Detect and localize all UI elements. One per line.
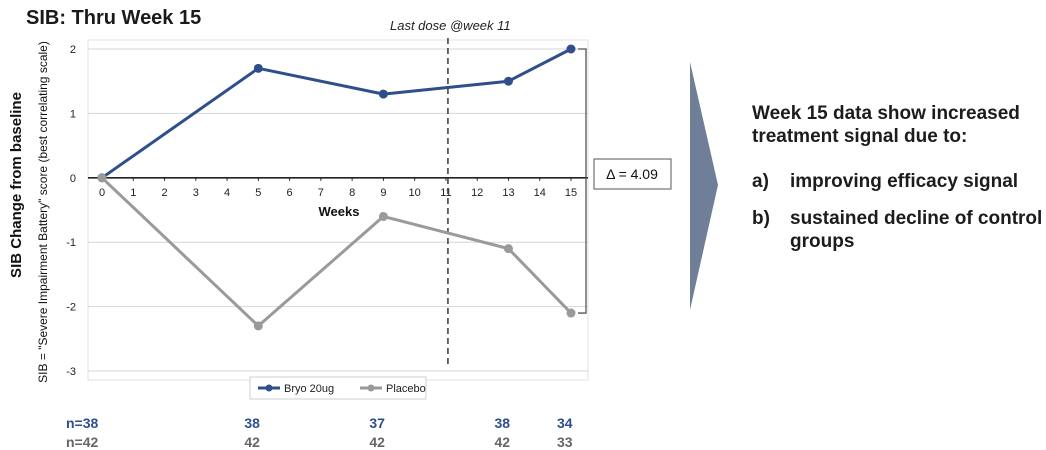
x-tick-label: 4	[224, 187, 230, 199]
data-point	[566, 308, 576, 318]
data-point	[503, 244, 513, 254]
data-point	[378, 89, 388, 99]
y-tick-label: 0	[70, 173, 76, 185]
y-tick-label: -1	[66, 237, 76, 249]
side-item-label: b)	[752, 208, 770, 229]
side-item-a: a) improving efficacy signal	[752, 170, 1046, 193]
x-axis-label: Weeks	[319, 204, 360, 219]
n-count: 42	[494, 434, 510, 450]
x-tick-label: 9	[380, 187, 386, 199]
x-tick-label: 5	[255, 187, 261, 199]
data-point	[378, 211, 388, 221]
bracket-line	[578, 48, 587, 314]
n-count: 38	[494, 415, 510, 431]
n-count: 42	[369, 434, 385, 450]
side-heading: Week 15 data show increased treatment si…	[752, 103, 1020, 147]
side-item-text: sustained decline of control groups	[790, 208, 1043, 252]
x-tick-label: 7	[318, 187, 324, 199]
n-count: 33	[557, 434, 573, 450]
y-tick-label: -3	[66, 366, 76, 378]
x-tick-label: 1	[130, 187, 136, 199]
delta-bracket	[578, 48, 587, 314]
delta-box	[593, 158, 672, 190]
data-point	[97, 173, 107, 183]
y-axis-label: SIB Change from baseline	[8, 92, 25, 278]
x-tick-label: 3	[193, 187, 199, 199]
y-tick-label: 1	[70, 108, 76, 120]
n-count: 37	[369, 415, 385, 431]
side-item-text: improving efficacy signal	[790, 171, 1019, 192]
x-tick-label: 14	[534, 187, 546, 199]
y-axis-sublabel: SIB = "Severe Impairment Battery" score …	[36, 41, 50, 383]
side-item-b: b) sustained decline of control groups	[752, 207, 1046, 253]
n-count: 42	[244, 434, 260, 450]
n-count: 34	[557, 415, 573, 431]
delta-label: Δ = 4.09	[606, 166, 658, 182]
data-point	[253, 63, 263, 73]
n-counts: n=38 38 37 38 34 n=42 42 42 42 33	[66, 415, 573, 450]
x-tick-label: 2	[161, 187, 167, 199]
x-tick-label: 6	[287, 187, 293, 199]
n-count: n=42	[66, 434, 99, 450]
plot-area	[87, 39, 589, 381]
data-point	[253, 321, 263, 331]
x-tick-label: 15	[565, 187, 577, 199]
x-tick-label: 11	[440, 187, 451, 199]
x-tick-label: 8	[349, 187, 355, 199]
n-count: n=38	[66, 415, 99, 431]
legend-marker	[367, 384, 375, 392]
legend: Bryo 20ug Placebo	[249, 376, 427, 400]
side-item-label: a)	[752, 171, 769, 192]
series-group	[97, 44, 576, 331]
grid-lines	[88, 48, 588, 372]
legend-entry: Placebo	[386, 383, 426, 395]
y-tick-labels: 2 1 0 -1 -2 -3	[66, 44, 76, 378]
x-tick-label: 12	[471, 187, 483, 199]
legend-box	[249, 376, 427, 400]
y-tick-label: 2	[70, 44, 76, 56]
x-tick-label: 10	[409, 187, 421, 199]
data-point	[503, 76, 513, 86]
arrow-shape	[690, 62, 718, 310]
chart-title: SIB: Thru Week 15	[26, 7, 201, 29]
y-tick-label: -2	[66, 302, 76, 314]
data-point	[566, 44, 576, 54]
legend-entry: Bryo 20ug	[284, 383, 334, 395]
legend-marker	[265, 384, 273, 392]
x-tick-label: 13	[502, 187, 514, 199]
chevron-icon	[690, 62, 718, 310]
x-tick-label: 0	[99, 187, 105, 199]
side-panel: Week 15 data show increased treatment si…	[752, 102, 1046, 267]
plot-frame	[87, 39, 589, 381]
n-count: 38	[244, 415, 260, 431]
last-dose-label: Last dose @week 11	[390, 18, 511, 33]
